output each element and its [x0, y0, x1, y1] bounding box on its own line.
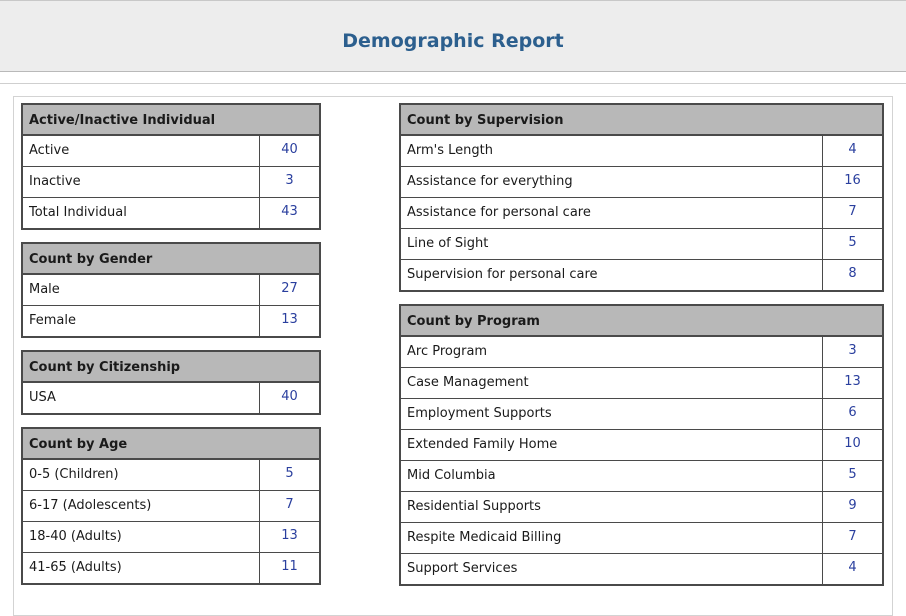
row-label: 18-40 (Adults): [23, 522, 260, 552]
row-label: Assistance for personal care: [401, 198, 823, 228]
row-count: 40: [281, 142, 298, 157]
row-label: Arc Program: [401, 337, 823, 367]
table-row: Active 40: [23, 136, 319, 167]
table-row: Mid Columbia 5: [401, 461, 882, 492]
row-label: Employment Supports: [401, 399, 823, 429]
row-count: 4: [848, 142, 857, 157]
table-row: Inactive 3: [23, 167, 319, 198]
table-row: Arc Program 3: [401, 337, 882, 368]
row-count: 3: [285, 173, 294, 188]
table-row: 41-65 (Adults) 11: [23, 553, 319, 584]
active-inactive-individual-table: Active/Inactive Individual Active 40 Inacti…: [21, 103, 321, 230]
table-row: Total Individual 43: [23, 198, 319, 229]
table-row: Male 27: [23, 275, 319, 306]
table-row: 18-40 (Adults) 13: [23, 522, 319, 553]
table-row: Line of Sight 5: [401, 229, 882, 260]
table-row: 0-5 (Children) 5: [23, 460, 319, 491]
row-count: 27: [281, 281, 298, 296]
header-divider: [0, 83, 906, 84]
row-label: Line of Sight: [401, 229, 823, 259]
table-row: Supervision for personal care 8: [401, 260, 882, 291]
row-label: Assistance for everything: [401, 167, 823, 197]
row-count: 11: [281, 559, 298, 574]
row-count: 16: [844, 173, 861, 188]
row-label: 0-5 (Children): [23, 460, 260, 490]
row-label: Inactive: [23, 167, 260, 197]
row-count: 3: [848, 343, 857, 358]
row-label: Mid Columbia: [401, 461, 823, 491]
table-row: 6-17 (Adolescents) 7: [23, 491, 319, 522]
table-row: USA 40: [23, 383, 319, 414]
row-count: 4: [848, 560, 857, 575]
left-column: Active/Inactive Individual Active 40 Inacti…: [21, 103, 321, 597]
table-header: Count by Citizenship: [23, 352, 319, 383]
count-by-supervision-table: Count by Supervision Arm's Length 4 Assista…: [399, 103, 884, 292]
table-header: Active/Inactive Individual: [23, 105, 319, 136]
row-label: Respite Medicaid Billing: [401, 523, 823, 553]
row-label: Case Management: [401, 368, 823, 398]
row-label: USA: [23, 383, 260, 413]
row-label: Male: [23, 275, 260, 305]
table-row: Female 13: [23, 306, 319, 337]
row-count: 7: [848, 204, 857, 219]
row-count: 13: [281, 312, 298, 327]
table-header: Count by Gender: [23, 244, 319, 275]
row-count: 9: [848, 498, 857, 513]
page-title: Demographic Report: [342, 30, 564, 52]
row-count: 6: [848, 405, 857, 420]
row-label: Residential Supports: [401, 492, 823, 522]
row-label: Supervision for personal care: [401, 260, 823, 290]
row-count: 5: [848, 467, 857, 482]
count-by-gender-table: Count by Gender Male 27 Female 13: [21, 242, 321, 338]
table-row: Assistance for personal care 7: [401, 198, 882, 229]
table-header: Count by Age: [23, 429, 319, 460]
table-header: Count by Program: [401, 306, 882, 337]
count-by-age-table: Count by Age 0-5 (Children) 5 6-17 (Adolesc…: [21, 427, 321, 585]
row-count: 10: [844, 436, 861, 451]
row-label: Female: [23, 306, 260, 336]
table-row: Support Services 4: [401, 554, 882, 585]
row-label: Active: [23, 136, 260, 166]
row-count: 13: [281, 528, 298, 543]
row-label: Extended Family Home: [401, 430, 823, 460]
right-column: Count by Supervision Arm's Length 4 Assista…: [399, 103, 884, 598]
table-header: Count by Supervision: [401, 105, 882, 136]
table-row: Employment Supports 6: [401, 399, 882, 430]
row-count: 40: [281, 389, 298, 404]
row-label: 41-65 (Adults): [23, 553, 260, 583]
table-row: Extended Family Home 10: [401, 430, 882, 461]
table-row: Respite Medicaid Billing 7: [401, 523, 882, 554]
count-by-program-table: Count by Program Arc Program 3 Case Managem…: [399, 304, 884, 586]
row-count: 8: [848, 266, 857, 281]
table-row: Case Management 13: [401, 368, 882, 399]
table-row: Assistance for everything 16: [401, 167, 882, 198]
row-count: 13: [844, 374, 861, 389]
table-row: Residential Supports 9: [401, 492, 882, 523]
row-label: Support Services: [401, 554, 823, 584]
table-row: Arm's Length 4: [401, 136, 882, 167]
row-count: 5: [285, 466, 294, 481]
count-by-citizenship-table: Count by Citizenship USA 40: [21, 350, 321, 415]
row-label: 6-17 (Adolescents): [23, 491, 260, 521]
row-count: 5: [848, 235, 857, 250]
row-count: 7: [285, 497, 294, 512]
row-count: 7: [848, 529, 857, 544]
row-count: 43: [281, 204, 298, 219]
row-label: Total Individual: [23, 198, 260, 228]
row-label: Arm's Length: [401, 136, 823, 166]
report-header: Demographic Report: [0, 0, 906, 72]
